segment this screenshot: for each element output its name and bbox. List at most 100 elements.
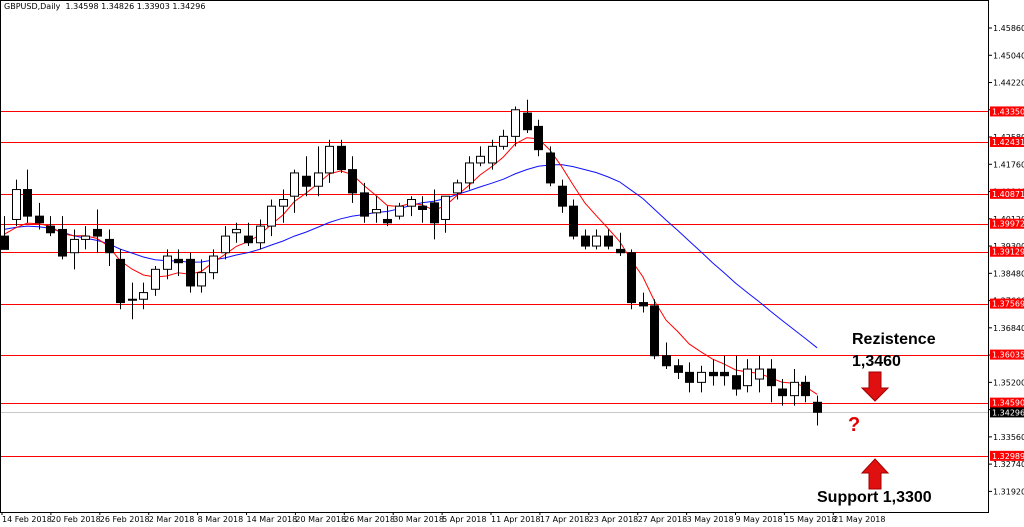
x-tick-label: 30 Mar 2018 <box>393 515 444 524</box>
level-tag-bg <box>990 218 1024 229</box>
candle-body <box>778 388 787 397</box>
y-tick-label: 1.41760 <box>993 160 1024 169</box>
candle-body <box>441 195 450 220</box>
candle <box>697 365 706 393</box>
candle <box>360 182 369 223</box>
candlesticks <box>0 99 822 426</box>
level-tag-text: 1.36035 <box>992 351 1024 360</box>
level-price-tag: 1.34590 <box>990 397 1024 408</box>
up-arrow-icon <box>860 458 890 490</box>
candle-body <box>558 185 567 207</box>
candle-body <box>732 375 741 390</box>
candle <box>348 156 357 203</box>
candle-body <box>209 255 218 274</box>
candle-body <box>58 228 67 257</box>
candle-body <box>372 208 381 214</box>
x-tick-label: 20 Mar 2018 <box>295 515 346 524</box>
candle <box>430 189 439 240</box>
y-tick-label: 1.45040 <box>993 51 1024 60</box>
candle-body <box>302 175 311 187</box>
candle-body <box>523 112 532 131</box>
candle <box>128 282 137 320</box>
candle-body <box>639 302 648 307</box>
level-price-tag: 1.42431 <box>990 136 1024 147</box>
candle-body <box>93 228 102 237</box>
candle-body <box>81 235 90 240</box>
candle <box>674 359 683 380</box>
current-price-tag: 1.34296 <box>990 407 1024 418</box>
candle <box>499 129 508 150</box>
candle <box>465 156 474 190</box>
candle <box>186 252 195 293</box>
candle-body <box>511 109 520 137</box>
slow-ma-line <box>3 164 818 349</box>
candle <box>418 196 427 223</box>
candle <box>116 249 125 310</box>
x-tick-label: 8 Mar 2018 <box>198 515 244 524</box>
candle <box>616 232 625 257</box>
current-price-bg <box>990 407 1024 418</box>
y-tick-label: 1.44220 <box>993 79 1024 88</box>
question-mark: ? <box>848 414 861 436</box>
candle-body <box>488 145 497 164</box>
candle <box>35 202 44 230</box>
candle-body <box>465 162 474 184</box>
candle-body <box>476 155 485 164</box>
arrows <box>860 371 890 490</box>
level-tag-text: 1.39972 <box>992 220 1024 229</box>
candle <box>801 375 810 403</box>
x-tick-label: 26 Mar 2018 <box>344 515 395 524</box>
x-tick-label: 14 Feb 2018 <box>2 515 52 524</box>
candle <box>23 169 32 223</box>
candle-body <box>244 235 253 244</box>
candle <box>314 146 323 197</box>
candle <box>778 379 787 406</box>
candle-body <box>418 205 427 210</box>
candle-body <box>499 135 508 147</box>
candle <box>337 139 346 173</box>
level-price-tag: 1.36035 <box>990 349 1024 360</box>
candle-body <box>685 371 694 383</box>
candle-body <box>395 205 404 217</box>
candle <box>662 342 671 370</box>
candle <box>279 189 288 223</box>
candle-body <box>534 125 543 151</box>
x-tick-label: 21 May 2018 <box>833 515 885 524</box>
candle-body <box>279 199 288 207</box>
candle-body <box>407 199 416 207</box>
level-tag-text: 1.39129 <box>992 248 1024 257</box>
candle <box>720 355 729 386</box>
level-tag-bg <box>990 298 1024 309</box>
x-tick-label: 2 Mar 2018 <box>149 515 195 524</box>
candle-body <box>12 189 21 220</box>
candle <box>256 219 265 250</box>
candle-body <box>267 205 276 227</box>
candle-body <box>174 258 183 264</box>
level-price-tag: 1.43350 <box>990 106 1024 117</box>
candle-body <box>186 258 195 287</box>
candle <box>139 282 148 310</box>
candle <box>523 99 532 134</box>
level-tag-text: 1.32989 <box>992 452 1024 461</box>
x-tick-label: 15 May 2018 <box>784 515 836 524</box>
candle <box>151 266 160 296</box>
candle <box>70 229 79 270</box>
candle-body <box>743 368 752 387</box>
candle-body <box>755 368 764 380</box>
candle-body <box>46 225 55 234</box>
candle-body <box>0 235 9 250</box>
level-price-tag: 1.40871 <box>990 188 1024 199</box>
candle-body <box>383 218 392 224</box>
candle <box>302 156 311 197</box>
candle-body <box>709 371 718 377</box>
level-tag-bg <box>990 246 1024 257</box>
x-tick-label: 17 Apr 2018 <box>540 515 589 524</box>
x-tick-label: 27 Apr 2018 <box>638 515 687 524</box>
level-tag-bg <box>990 397 1024 408</box>
price-axis: 1.458601.450401.442201.434001.425801.417… <box>988 24 1024 496</box>
candle-body <box>35 215 44 224</box>
y-tick-label: 1.38480 <box>993 269 1024 278</box>
candle <box>383 206 392 227</box>
y-tick-label: 1.36840 <box>993 324 1024 333</box>
